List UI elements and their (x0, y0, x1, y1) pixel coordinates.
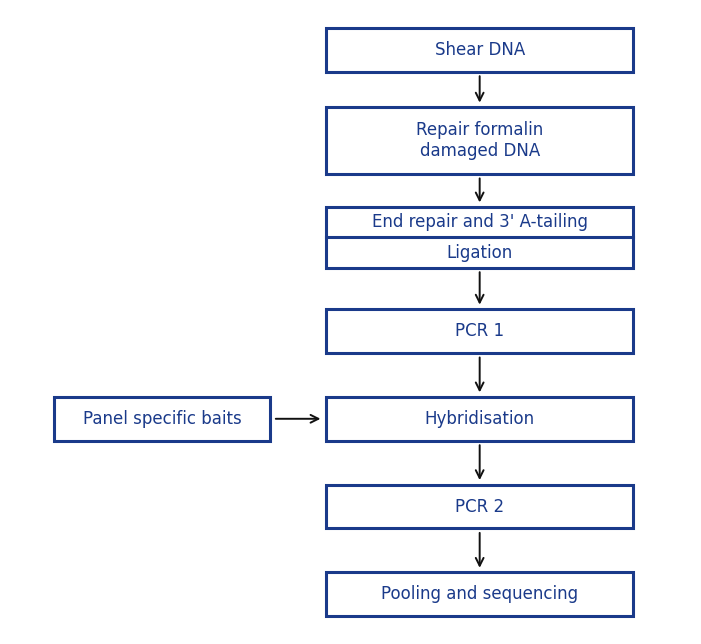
Text: PCR 2: PCR 2 (455, 498, 504, 515)
Text: Panel specific baits: Panel specific baits (83, 410, 241, 428)
Bar (326, 309, 633, 353)
Text: Repair formalin
damaged DNA: Repair formalin damaged DNA (416, 121, 543, 160)
Bar (326, 485, 633, 528)
Bar (326, 108, 633, 174)
Text: PCR 1: PCR 1 (455, 322, 504, 340)
Bar (54, 397, 270, 440)
Bar (326, 573, 633, 616)
Text: Shear DNA: Shear DNA (435, 41, 525, 59)
Bar (326, 28, 633, 71)
Text: End repair and 3' A-tailing: End repair and 3' A-tailing (372, 213, 587, 231)
Text: Hybridisation: Hybridisation (425, 410, 535, 428)
Text: Ligation: Ligation (447, 244, 513, 262)
Bar (326, 207, 633, 267)
Bar (326, 397, 633, 440)
Text: Pooling and sequencing: Pooling and sequencing (381, 585, 578, 603)
